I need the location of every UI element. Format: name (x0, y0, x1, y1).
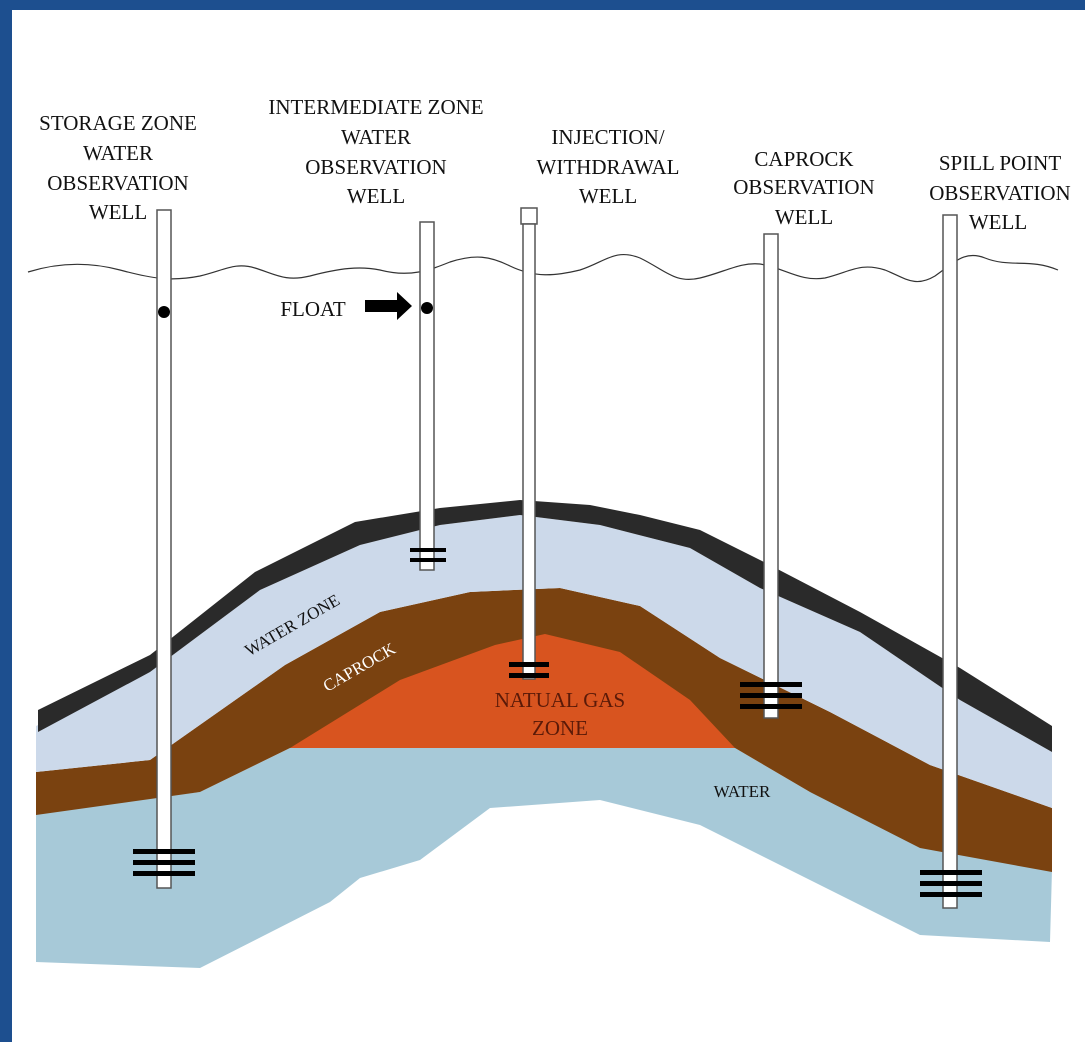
wellhead (520, 207, 538, 225)
label-storage-well: STORAGE ZONE WATER OBSERVATION WELL (39, 111, 197, 224)
label-line: WELL (347, 184, 405, 208)
well-casing (942, 214, 958, 909)
label-line: INTERMEDIATE ZONE (268, 95, 483, 119)
well-spill (920, 214, 982, 909)
label-line: OBSERVATION (929, 181, 1070, 205)
float-marker (421, 302, 433, 314)
label-line: STORAGE ZONE (39, 111, 197, 135)
well-casing (156, 209, 172, 889)
water-zone-layer (36, 515, 1052, 808)
well-caprock (740, 233, 802, 719)
well-casing (522, 223, 536, 680)
label-line: OBSERVATION (305, 155, 446, 179)
well-injection (509, 207, 549, 680)
water-layer (36, 748, 1052, 968)
top-rock-layer (38, 500, 1052, 752)
float-label: FLOAT (280, 297, 346, 321)
label-line: OBSERVATION (733, 175, 874, 199)
screen-perforations (133, 849, 195, 876)
water-label: WATER (714, 782, 771, 801)
label-spill-well: SPILL POINT OBSERVATION WELL (929, 151, 1070, 234)
label-line: OBSERVATION (47, 171, 188, 195)
diagram-frame: FLOAT STORAGE ZONE WATER OBSERVATION WEL… (12, 10, 1085, 1042)
well-storage (133, 209, 195, 889)
label-intermediate-well: INTERMEDIATE ZONE WATER OBSERVATION WELL (268, 95, 483, 208)
screen-perforations (920, 870, 982, 897)
label-line: INJECTION/ (551, 125, 664, 149)
label-injection-well: INJECTION/ WITHDRAWAL WELL (537, 125, 680, 208)
label-caprock-well: CAPROCK OBSERVATION WELL (733, 147, 874, 229)
label-line: CAPROCK (754, 147, 853, 171)
natural-gas-zone (290, 634, 735, 748)
screen-perforations (740, 682, 802, 709)
well-casing (419, 221, 435, 571)
float-marker (158, 306, 170, 318)
gas-storage-diagram: FLOAT STORAGE ZONE WATER OBSERVATION WEL… (27, 95, 1071, 968)
label-line: WATER (341, 125, 411, 149)
well-intermediate (410, 221, 446, 571)
well-casing (763, 233, 779, 719)
screen-perforations (410, 548, 446, 562)
label-line: WITHDRAWAL (537, 155, 680, 179)
screen-perforations (509, 662, 549, 678)
label-line: WELL (775, 205, 833, 229)
natural-gas-zone-label-line2: ZONE (532, 716, 588, 740)
label-line: SPILL POINT (939, 151, 1061, 175)
label-line: WELL (969, 210, 1027, 234)
natural-gas-zone-label: NATUAL GAS (495, 688, 625, 712)
label-line: WELL (579, 184, 637, 208)
label-line: WATER (83, 141, 153, 165)
label-line: WELL (89, 200, 147, 224)
ground-surface-line (27, 253, 1059, 283)
float-arrow-icon (365, 292, 412, 320)
